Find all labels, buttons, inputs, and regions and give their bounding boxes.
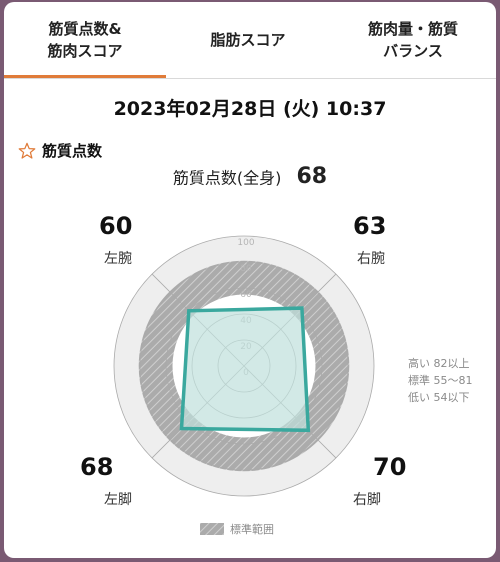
scale-tick-label: 60: [240, 290, 252, 300]
left-leg-score: 68: [80, 453, 114, 481]
left-arm-label: 左腕: [104, 251, 132, 267]
tab-fat-score[interactable]: 脂肪スコア: [210, 31, 286, 49]
right-arm-label: 右腕: [357, 251, 385, 267]
tab-muscle-balance[interactable]: 筋肉量・筋質 バランス: [367, 20, 458, 60]
active-tab-indicator: [4, 75, 166, 78]
grid-ring: [165, 287, 323, 445]
grid-ring: [113, 235, 375, 497]
whole-body-label: 筋質点数(全身): [172, 168, 282, 188]
tab-muscle-quality-score[interactable]: 筋質点数& 筋肉スコア: [47, 20, 123, 60]
tab-bar: 筋質点数& 筋肉スコア 脂肪スコア 筋肉量・筋質 バランス: [4, 2, 496, 79]
section-title: 筋質点数: [42, 142, 103, 160]
measurement-datetime: 2023年02月28日 (火) 10:37: [113, 98, 387, 120]
star-outline-icon: [18, 142, 36, 159]
section-header: 筋質点数: [18, 140, 102, 161]
whole-body-value: 68: [296, 164, 328, 189]
left-leg-label: 左脚: [104, 492, 132, 508]
range-legend: 高い 82以上 標準 55〜81 低い 54以下: [408, 355, 473, 406]
score-card: 筋質点数& 筋肉スコア 脂肪スコア 筋肉量・筋質 バランス 2023年02月28…: [4, 2, 496, 558]
scale-tick-label: 80: [240, 264, 252, 274]
whole-body-score: 筋質点数(全身) 68: [4, 164, 496, 189]
standard-range-label: 標準範囲: [230, 523, 274, 536]
standard-range-legend: 標準範囲: [200, 521, 274, 537]
scale-tick-label: 100: [237, 238, 254, 248]
right-arm-score: 63: [353, 212, 387, 240]
range-low: 低い 54以下: [408, 391, 470, 404]
left-arm-score: 60: [99, 212, 133, 240]
range-standard: 標準 55〜81: [408, 374, 473, 387]
score-polygon: [179, 306, 311, 433]
range-high: 高い 82以上: [408, 357, 470, 370]
right-leg-label: 右脚: [353, 492, 381, 508]
hatch-swatch-icon: [200, 523, 224, 535]
radar-chart: 100806040200: [113, 235, 375, 497]
grid-ring: [139, 261, 349, 471]
right-leg-score: 70: [373, 453, 407, 481]
